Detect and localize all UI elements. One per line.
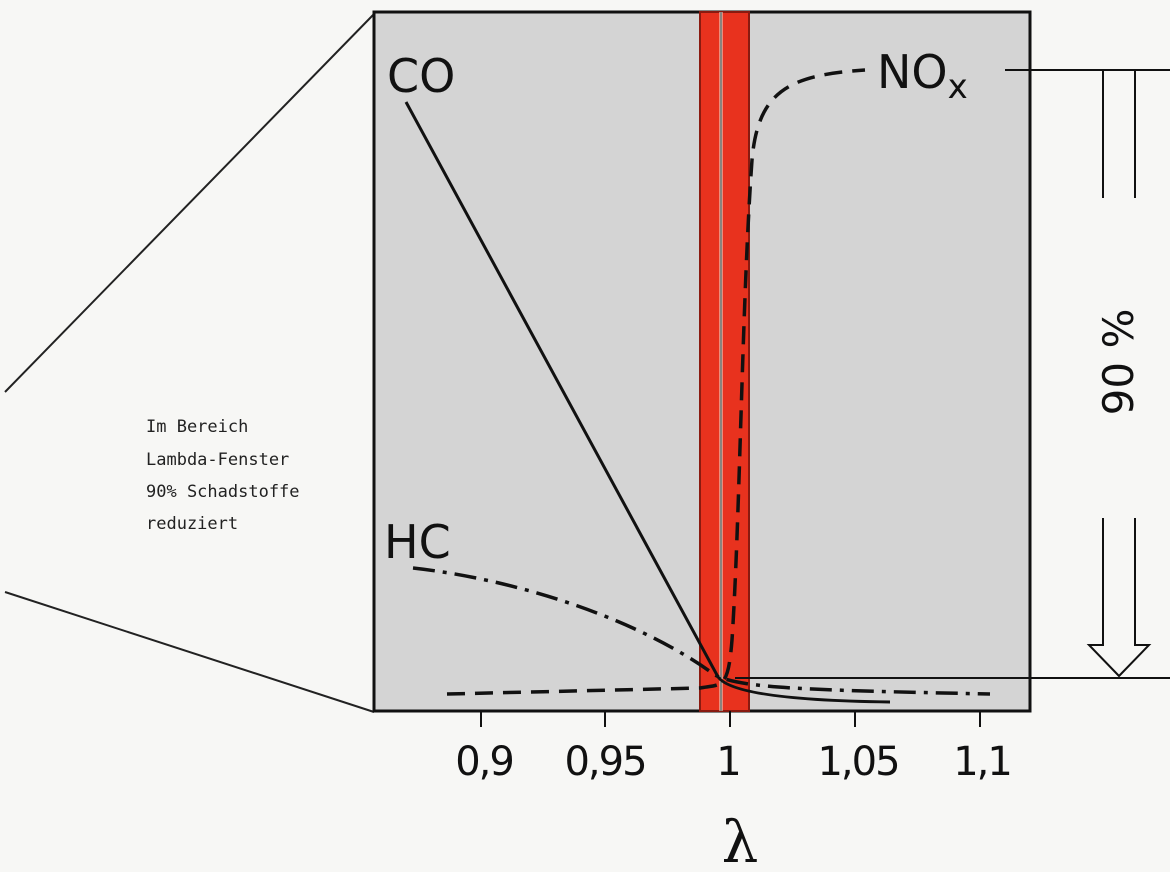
- co-curve: [404, 101, 891, 704]
- nox-label: NOx: [877, 45, 968, 107]
- note-line: 90% Schadstoffe: [146, 482, 300, 502]
- x-axis: [480, 711, 981, 727]
- tick-label-1-1: 1,1: [953, 739, 1011, 785]
- reduction-percent-label: 90 %: [1094, 309, 1143, 416]
- zoom-line-top: [4, 13, 375, 393]
- lambda-window-band: [699, 11, 750, 712]
- nox-label-sub: x: [948, 67, 968, 107]
- nox-label-base: NO: [877, 45, 948, 99]
- side-note: Im Bereich Lambda-Fenster 90% Schadstoff…: [146, 417, 300, 534]
- co-label: CO: [387, 49, 455, 103]
- nox-curve: [446, 68, 866, 696]
- hc-curve: [412, 566, 991, 696]
- note-line: Im Bereich: [146, 417, 248, 437]
- zoom-line-bottom: [4, 591, 375, 713]
- tick-label-0-95: 0,95: [564, 739, 645, 785]
- tick-label-1: 1: [716, 739, 739, 785]
- note-line: Lambda-Fenster: [146, 450, 289, 470]
- hc-label: HC: [384, 515, 451, 569]
- tick-label-1-05: 1,05: [817, 739, 898, 785]
- note-line: reduziert: [146, 514, 238, 534]
- lambda-axis-label: λ: [722, 808, 759, 872]
- reduction-arrow: [1086, 70, 1152, 678]
- tick-label-0-9: 0,9: [455, 739, 513, 785]
